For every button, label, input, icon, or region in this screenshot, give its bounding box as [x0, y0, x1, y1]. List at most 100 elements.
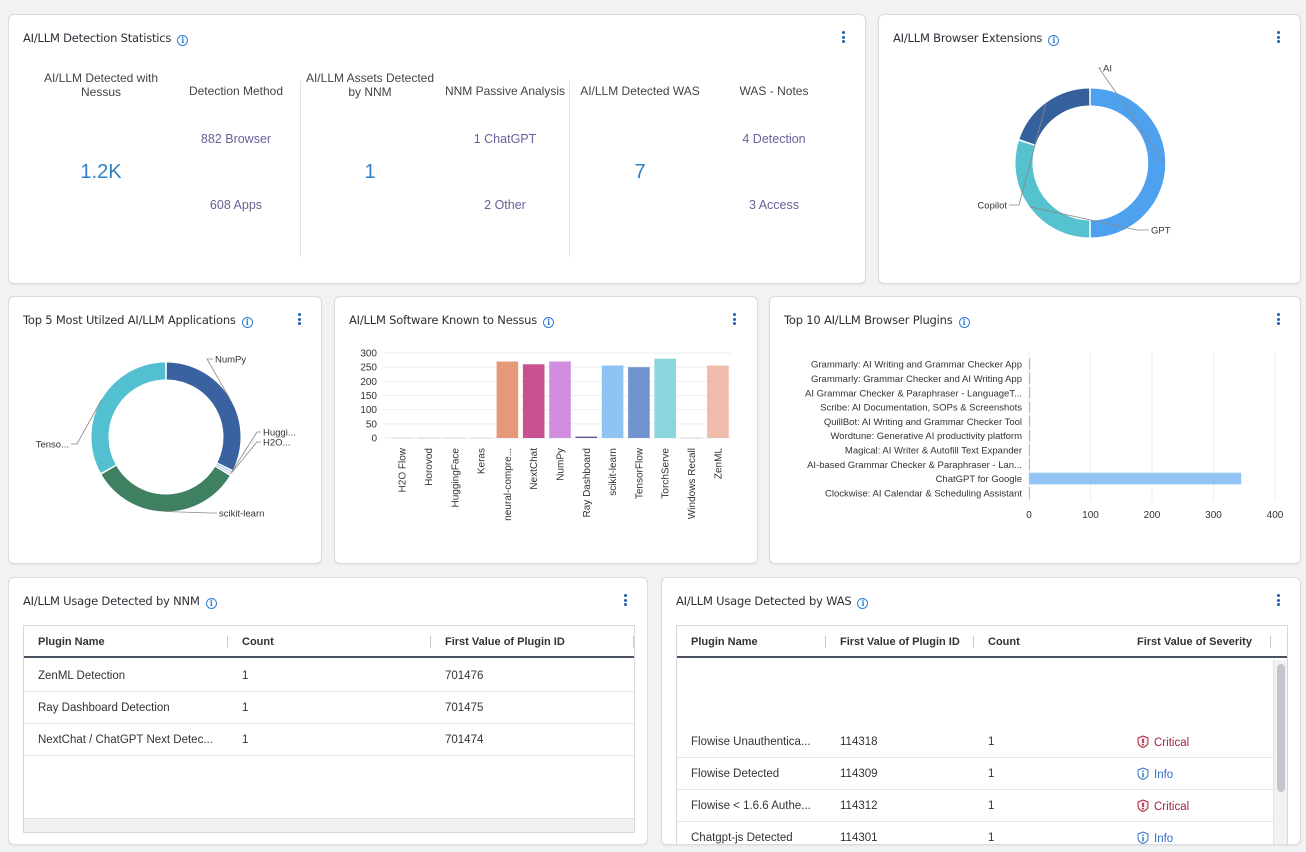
slice-label: NumPy [215, 355, 246, 366]
more-options-icon[interactable] [1274, 594, 1282, 608]
cell-plugin-name: ZenML Detection [38, 670, 126, 682]
column-header-count[interactable]: Count [242, 636, 274, 648]
bar-plugin[interactable] [1029, 415, 1031, 428]
table-row[interactable]: Flowise Unauthentica... 114318 1 Critica… [677, 726, 1273, 758]
nnm-passive-other[interactable]: 2 Other [484, 198, 526, 212]
column-separator[interactable] [973, 636, 974, 648]
donut-slice-copilot[interactable] [1019, 88, 1090, 145]
x-tick-label: Ray Dashboard [582, 448, 593, 517]
scrollbar-thumb[interactable] [1277, 664, 1285, 792]
y-tick-label: 200 [360, 377, 377, 388]
cell-plugin-id: 114309 [840, 768, 878, 780]
was-notes-access[interactable]: 3 Access [748, 198, 800, 212]
software-bar-chart: 0 50 100 150 200 250 300 H2O Flow Horovod Hugging… [360, 349, 731, 521]
bar-numpy[interactable] [549, 361, 571, 439]
bar-tensorflow[interactable] [628, 367, 650, 438]
x-tick-label: neural-compre... [503, 448, 514, 521]
table-row[interactable]: NextChat / ChatGPT Next Detec... 1 70147… [24, 724, 634, 756]
was-notes-detection[interactable]: 4 Detection [742, 132, 806, 146]
severity-label: Info [1154, 769, 1174, 781]
bar-scikit-learn[interactable] [601, 365, 624, 439]
cell-plugin-name: Flowise Detected [691, 768, 780, 780]
more-options-icon[interactable] [621, 594, 629, 608]
bar-torchserve[interactable] [654, 358, 676, 438]
column-separator[interactable] [1270, 636, 1271, 648]
software-known-card: AI/LLM Software Known to Nessus i 0 50 100 1… [334, 296, 758, 564]
donut-slice-numpy[interactable] [166, 362, 241, 471]
bar-h2o-flow[interactable] [391, 437, 413, 439]
bar-plugin[interactable] [1029, 472, 1242, 485]
column-header-plugin-name[interactable]: Plugin Name [38, 636, 105, 648]
column-header-count[interactable]: Count [988, 636, 1020, 648]
x-tick-label: 0 [1026, 510, 1032, 521]
bar-plugin[interactable] [1029, 487, 1030, 499]
info-icon[interactable]: i [241, 317, 253, 328]
info-icon[interactable]: i [205, 598, 217, 609]
more-options-icon[interactable] [295, 313, 303, 327]
more-options-icon[interactable] [1274, 31, 1282, 45]
bar-nextchat[interactable] [522, 364, 545, 438]
donut-slice-scikit-learn[interactable] [101, 465, 230, 512]
donut-slice-gpt[interactable] [1015, 140, 1090, 238]
bar-plugin[interactable] [1029, 372, 1031, 385]
bar-plugin[interactable] [1029, 458, 1030, 471]
was-detected-value[interactable]: 7 [634, 161, 646, 183]
table-row[interactable]: Flowise < 1.6.6 Authe... 114312 1 Critic… [677, 790, 1273, 822]
cell-count: 1 [242, 734, 249, 746]
more-options-icon[interactable] [1274, 313, 1282, 327]
bar-keras[interactable] [470, 437, 492, 439]
bar-plugin[interactable] [1029, 401, 1031, 413]
donut-slice-tenso-[interactable] [91, 362, 166, 473]
table-row[interactable]: ZenML Detection 1 701476 [24, 660, 634, 692]
table-row[interactable]: Ray Dashboard Detection 1 701475 [24, 692, 634, 724]
table-row[interactable]: Chatgpt-js Detected 114301 1 Info [677, 822, 1273, 845]
bar-plugin[interactable] [1029, 444, 1030, 456]
detection-method-apps[interactable]: 608 Apps [209, 198, 263, 212]
exclamation-bar [1142, 802, 1144, 808]
column-separator[interactable] [430, 636, 431, 648]
y-tick-label: 50 [366, 419, 378, 430]
y-tick-label: 150 [360, 391, 377, 402]
nnm-assets-value[interactable]: 1 [364, 161, 376, 183]
horizontal-scrollbar[interactable] [24, 818, 634, 832]
donut-slice-ai[interactable] [1090, 88, 1166, 238]
divider [300, 81, 301, 257]
vertical-scrollbar[interactable] [1273, 660, 1287, 844]
more-options-icon[interactable] [839, 31, 847, 45]
x-tick-label: HuggingFace [450, 448, 461, 508]
detection-method-browser[interactable]: 882 Browser [200, 132, 272, 146]
nnm-passive-chatgpt[interactable]: 1 ChatGPT [473, 132, 537, 146]
bar-ray-dashboard[interactable] [575, 436, 598, 438]
column-separator[interactable] [633, 636, 634, 648]
info-icon[interactable]: i [857, 598, 869, 609]
x-tick-label: TensorFlow [634, 447, 645, 499]
column-header-plugin-id[interactable]: First Value of Plugin ID [445, 636, 565, 648]
bar-horovod[interactable] [417, 437, 440, 439]
severity-label: Info [1154, 833, 1174, 845]
cell-severity: Critical [1137, 735, 1189, 749]
severity-label: Critical [1154, 737, 1190, 749]
column-separator[interactable] [825, 636, 826, 648]
bar-huggingface[interactable] [444, 437, 466, 439]
info-icon[interactable]: i [958, 317, 970, 328]
x-tick-label: H2O Flow [398, 447, 409, 492]
shield-critical-icon [1137, 735, 1149, 749]
column-header-plugin-id[interactable]: First Value of Plugin ID [840, 636, 960, 648]
column-header-severity[interactable]: First Value of Severity [1137, 636, 1252, 648]
table-row[interactable]: Flowise Detected 114309 1 Info [677, 758, 1273, 790]
nessus-detected-value[interactable]: 1.2K [80, 161, 122, 183]
bar-zenml[interactable] [707, 365, 729, 439]
info-icon[interactable]: i [1048, 35, 1060, 46]
bar-plugin[interactable] [1029, 429, 1031, 442]
table-header: Plugin Name First Value of Plugin ID Cou… [677, 626, 1287, 658]
column-separator[interactable] [227, 636, 228, 648]
column-header-plugin-name[interactable]: Plugin Name [691, 636, 758, 648]
bar-windows-recall[interactable] [680, 437, 703, 439]
info-icon[interactable]: i [543, 317, 555, 328]
bar-plugin[interactable] [1029, 386, 1031, 399]
info-icon[interactable]: i [177, 35, 189, 46]
bar-neural-compre-[interactable] [496, 361, 519, 439]
bar-plugin[interactable] [1029, 358, 1031, 370]
more-options-icon[interactable] [730, 313, 738, 327]
cell-plugin-name: Flowise < 1.6.6 Authe... [691, 800, 811, 812]
